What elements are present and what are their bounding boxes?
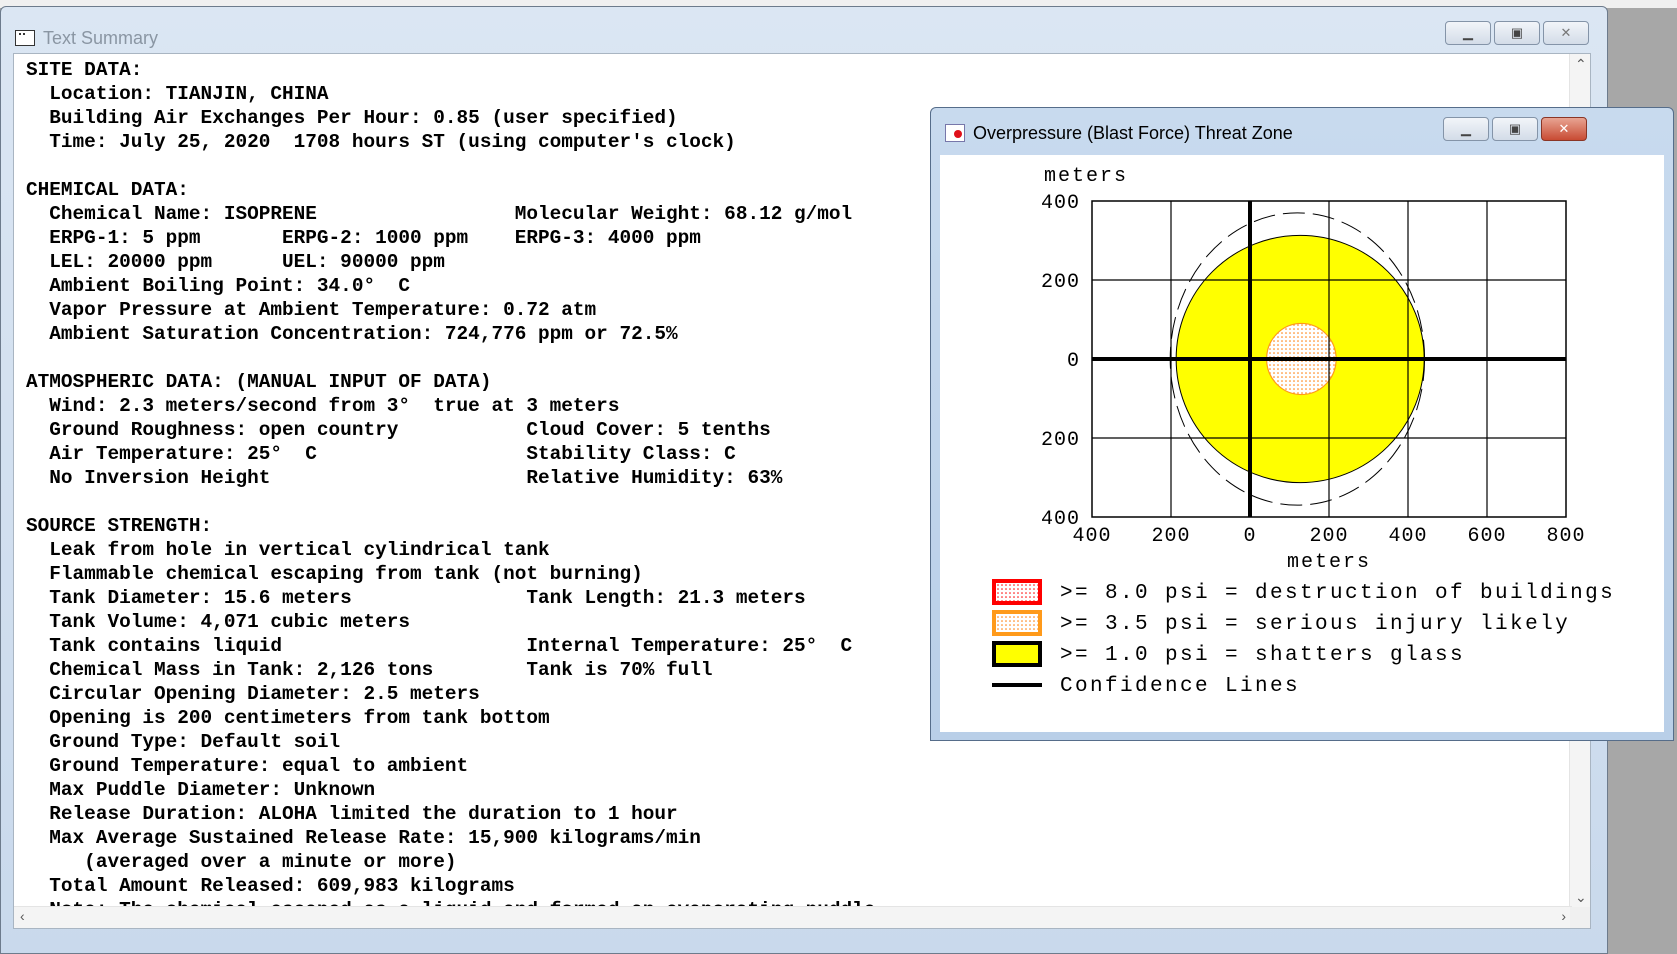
minimize-button[interactable]: ▁ xyxy=(1445,21,1491,45)
y-tick-label: 200 xyxy=(1041,429,1080,452)
legend-label: Confidence Lines xyxy=(1060,675,1300,698)
summary-line xyxy=(26,490,887,514)
background-strip xyxy=(0,0,1677,8)
summary-line: Chemical Name: ISOPRENE Molecular Weight… xyxy=(26,203,853,225)
summary-line: Ground Type: Default soil xyxy=(26,731,341,753)
summary-line: CHEMICAL DATA: xyxy=(26,179,189,201)
summary-line: Ground Roughness: open country Cloud Cov… xyxy=(26,419,771,441)
summary-line: ATMOSPHERIC DATA: (MANUAL INPUT OF DATA) xyxy=(26,371,492,393)
y-tick-label: 0 xyxy=(1067,350,1080,373)
chart-maximize-button[interactable]: ▣ xyxy=(1492,117,1538,141)
resize-grip-icon[interactable] xyxy=(1570,907,1590,928)
legend-label: >= 3.5 psi = serious injury likely xyxy=(1060,613,1570,636)
x-tick-label: 200 xyxy=(1309,525,1348,548)
summary-line: Tank Volume: 4,071 cubic meters xyxy=(26,611,410,633)
horizontal-scrollbar[interactable]: ‹ › xyxy=(14,906,1572,928)
summary-line: Circular Opening Diameter: 2.5 meters xyxy=(26,683,480,705)
chart-app-icon xyxy=(945,124,965,142)
summary-text: SITE DATA: Location: TIANJIN, CHINA Buil… xyxy=(26,58,887,922)
maximize-button[interactable]: ▣ xyxy=(1494,21,1540,45)
summary-line: Chemical Mass in Tank: 2,126 tons Tank i… xyxy=(26,659,713,681)
y-axis-title: meters xyxy=(1044,165,1128,188)
summary-line: SITE DATA: xyxy=(26,59,143,81)
threat-zone-window: Overpressure (Blast Force) Threat Zone ▁… xyxy=(930,107,1674,741)
summary-line: SOURCE STRENGTH: xyxy=(26,515,213,537)
summary-line: Time: July 25, 2020 1708 hours ST (using… xyxy=(26,131,736,153)
summary-line: Max Average Sustained Release Rate: 15,9… xyxy=(26,827,701,849)
chart-client-area: 400 200 0 200 400 600 800 400 200 0 200 400 meters me… xyxy=(940,155,1664,732)
summary-line: No Inversion Height Relative Humidity: 6… xyxy=(26,467,783,489)
summary-line: Ground Temperature: equal to ambient xyxy=(26,755,469,777)
summary-line: Location: TIANJIN, CHINA xyxy=(26,83,329,105)
summary-line: Vapor Pressure at Ambient Temperature: 0… xyxy=(26,299,597,321)
close-button[interactable]: ✕ xyxy=(1543,21,1589,45)
summary-line: Ambient Saturation Concentration: 724,77… xyxy=(26,323,678,345)
chart-window-titlebar: Overpressure (Blast Force) Threat Zone xyxy=(945,118,1293,148)
window-title: Text Summary xyxy=(43,27,159,48)
summary-line: Wind: 2.3 meters/second from 3° true at … xyxy=(26,395,620,417)
summary-line: Max Puddle Diameter: Unknown xyxy=(26,779,376,801)
chart-window-title: Overpressure (Blast Force) Threat Zone xyxy=(973,122,1293,143)
summary-line: Air Temperature: 25° C Stability Class: … xyxy=(26,443,736,465)
scroll-left-icon[interactable]: ‹ xyxy=(20,908,25,924)
summary-line: Opening is 200 centimeters from tank bot… xyxy=(26,707,550,729)
y-tick-label: 400 xyxy=(1041,192,1080,215)
y-tick-label: 400 xyxy=(1041,508,1080,531)
window-titlebar: Text Summary xyxy=(15,23,158,53)
summary-line: (averaged over a minute or more) xyxy=(26,851,457,873)
x-tick-label: 800 xyxy=(1546,525,1585,548)
summary-line: Building Air Exchanges Per Hour: 0.85 (u… xyxy=(26,107,678,129)
text-summary-window: Text Summary ▁ ▣ ✕ SITE DATA: Location: … xyxy=(0,6,1608,954)
x-tick-label: 200 xyxy=(1151,525,1190,548)
scroll-up-icon[interactable]: ⌃ xyxy=(1575,56,1587,72)
summary-line: ERPG-1: 5 ppm ERPG-2: 1000 ppm ERPG-3: 4… xyxy=(26,227,701,249)
chart-close-button[interactable]: ✕ xyxy=(1541,117,1587,141)
y-tick-label: 200 xyxy=(1041,271,1080,294)
x-tick-label: 600 xyxy=(1467,525,1506,548)
app-icon xyxy=(15,30,35,46)
summary-line: Ambient Boiling Point: 34.0° C xyxy=(26,275,410,297)
legend-label: >= 8.0 psi = destruction of buildings xyxy=(1060,582,1615,605)
summary-line: Total Amount Released: 609,983 kilograms xyxy=(26,875,515,897)
scroll-down-icon[interactable]: ⌄ xyxy=(1575,889,1587,905)
summary-line xyxy=(26,154,887,178)
x-tick-label: 400 xyxy=(1072,525,1111,548)
x-tick-label: 0 xyxy=(1243,525,1256,548)
scroll-right-icon[interactable]: › xyxy=(1561,908,1566,924)
legend-swatch xyxy=(992,610,1042,636)
summary-line: Tank contains liquid Internal Temperatur… xyxy=(26,635,853,657)
x-tick-label: 400 xyxy=(1388,525,1427,548)
chart-minimize-button[interactable]: ▁ xyxy=(1443,117,1489,141)
summary-line: Release Duration: ALOHA limited the dura… xyxy=(26,803,678,825)
legend-swatch xyxy=(992,579,1042,605)
x-axis-title: meters xyxy=(1287,551,1371,574)
summary-line: Leak from hole in vertical cylindrical t… xyxy=(26,539,550,561)
threat-zone-chart: 400 200 0 200 400 600 800 400 200 0 200 400 meters me… xyxy=(992,165,1615,698)
summary-line: LEL: 20000 ppm UEL: 90000 ppm xyxy=(26,251,445,273)
legend-swatch xyxy=(992,641,1042,667)
summary-line: Tank Diameter: 15.6 meters Tank Length: … xyxy=(26,587,806,609)
summary-line: Flammable chemical escaping from tank (n… xyxy=(26,563,643,585)
legend-label: >= 1.0 psi = shatters glass xyxy=(1060,644,1465,667)
summary-line xyxy=(26,346,887,370)
